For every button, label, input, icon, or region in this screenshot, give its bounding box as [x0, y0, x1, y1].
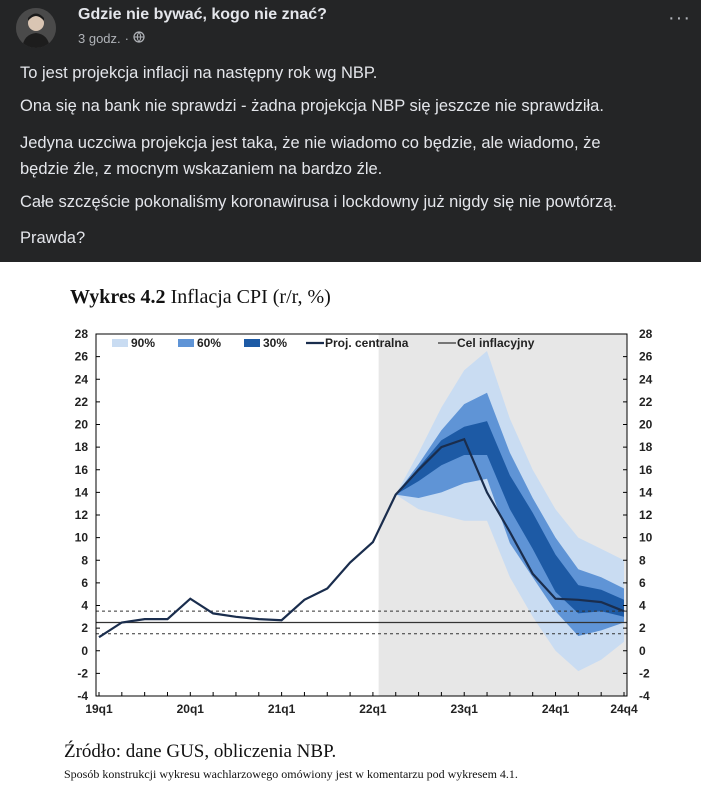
y-tick-label-left: 10	[75, 531, 89, 545]
y-tick-label-left: 6	[81, 576, 88, 590]
post-text-line: To jest projekcja inflacji na następny r…	[20, 64, 378, 82]
y-tick-label-right: 14	[639, 485, 653, 499]
legend-label: Proj. centralna	[325, 336, 409, 350]
chart-title-number: Wykres 4.2	[70, 286, 166, 308]
chart-title-text: Inflacja CPI (r/r, %)	[165, 286, 331, 308]
x-tick-label: 19q1	[85, 702, 113, 716]
legend-swatch	[244, 339, 260, 347]
post-author[interactable]: Gdzie nie bywać, kogo nie znać?	[78, 6, 327, 23]
avatar[interactable]	[16, 8, 56, 48]
chart-title: Wykres 4.2 Inflacja CPI (r/r, %)	[70, 286, 331, 309]
facebook-post: Gdzie nie bywać, kogo nie znać? 3 godz. …	[0, 0, 701, 262]
y-tick-label-right: -4	[639, 689, 650, 703]
y-tick-label-left: 2	[81, 621, 88, 635]
globe-icon	[133, 31, 145, 46]
y-tick-label-left: 22	[75, 395, 89, 409]
y-tick-label-left: 8	[81, 553, 88, 567]
x-tick-label: 20q1	[177, 702, 205, 716]
legend-label: 60%	[197, 336, 221, 350]
more-options-icon[interactable]: ···	[668, 7, 691, 29]
post-image-chart[interactable]: Wykres 4.2 Inflacja CPI (r/r, %) -4 -4 -2 -…	[0, 262, 701, 802]
post-meta: 3 godz. ·	[78, 31, 145, 46]
y-tick-label-right: 10	[639, 531, 653, 545]
legend-swatch	[112, 339, 128, 347]
legend-label: Cel inflacyjny	[457, 336, 535, 350]
x-tick-label: 24q4	[610, 702, 638, 716]
y-tick-label-right: 6	[639, 576, 646, 590]
y-tick-label-left: 16	[75, 463, 89, 477]
separator-dot: ·	[124, 31, 129, 46]
y-tick-label-right: 20	[639, 418, 653, 432]
y-tick-label-right: 24	[639, 372, 653, 386]
post-text-line: Ona się na bank nie sprawdzi - żadna pro…	[20, 97, 604, 115]
y-tick-label-left: 26	[75, 350, 89, 364]
legend-label: 30%	[263, 336, 287, 350]
y-tick-label-left: 14	[75, 485, 89, 499]
central-projection-line	[98, 437, 625, 639]
y-tick-label-right: 12	[639, 508, 653, 522]
y-tick-label-right: -2	[639, 666, 650, 680]
post-time[interactable]: 3 godz.	[78, 31, 121, 46]
y-tick-label-right: 8	[639, 553, 646, 567]
y-tick-label-left: -4	[77, 689, 88, 703]
legend-swatch	[178, 339, 194, 347]
y-tick-label-right: 0	[639, 644, 646, 658]
y-tick-label-left: 24	[75, 372, 89, 386]
post-text-line: Jedyna uczciwa projekcja jest taka, że n…	[20, 134, 601, 152]
y-tick-label-right: 2	[639, 621, 646, 635]
y-tick-label-left: 12	[75, 508, 89, 522]
chart-note: Sposób konstrukcji wykresu wachlarzowego…	[64, 767, 518, 781]
legend-label: 90%	[131, 336, 155, 350]
y-tick-label-left: 0	[81, 644, 88, 658]
y-tick-label-left: 28	[75, 327, 89, 341]
chart-source: Źródło: dane GUS, obliczenia NBP.	[64, 741, 337, 762]
y-tick-label-right: 16	[639, 463, 653, 477]
y-tick-label-right: 22	[639, 395, 653, 409]
y-tick-label-right: 28	[639, 327, 653, 341]
y-tick-label-left: 20	[75, 418, 89, 432]
x-tick-label: 21q1	[268, 702, 296, 716]
x-tick-label: 22q1	[359, 702, 387, 716]
post-text-line: Prawda?	[20, 229, 86, 247]
post-text-line: będzie źle, z mocnym wskazaniem na bardz…	[20, 160, 383, 178]
y-tick-label-left: -2	[77, 666, 88, 680]
y-tick-label-left: 4	[81, 599, 88, 613]
y-tick-label-right: 4	[639, 599, 646, 613]
x-tick-label: 23q1	[451, 702, 479, 716]
y-tick-label-right: 26	[639, 350, 653, 364]
fan-band-30	[395, 421, 624, 617]
y-tick-label-left: 18	[75, 440, 89, 454]
post-text-line: Całe szczęście pokonaliśmy koronawirusa …	[20, 193, 618, 211]
x-tick-label: 24q1	[542, 702, 570, 716]
y-tick-label-right: 18	[639, 440, 653, 454]
